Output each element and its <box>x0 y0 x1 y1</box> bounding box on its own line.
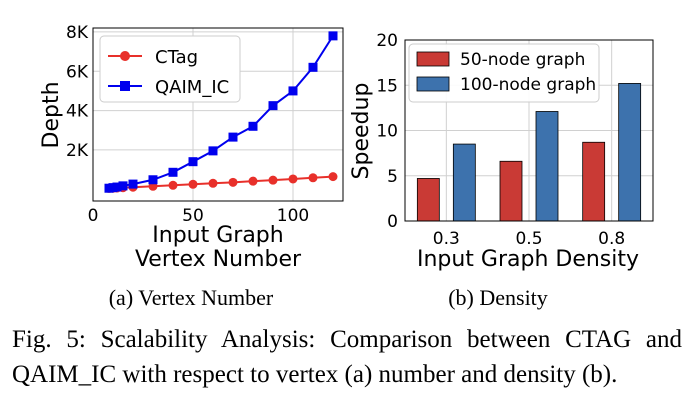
x-tick-label: 0.5 <box>515 229 542 249</box>
data-point-qaim-ic <box>268 101 278 111</box>
data-point-qaim-ic <box>188 157 198 167</box>
legend-marker-ctag <box>120 51 130 61</box>
data-point-ctag <box>248 176 258 186</box>
y-tick-label: 2K <box>66 141 89 161</box>
data-point-qaim-ic <box>288 86 298 96</box>
x-axis-label-line2: Vertex Number <box>135 247 302 272</box>
bar-50-node-graph <box>416 178 440 222</box>
bar-50-node-graph <box>582 141 606 222</box>
y-tick-label: 4K <box>66 102 89 122</box>
data-point-qaim-ic <box>308 62 318 72</box>
x-tick-label: 100 <box>277 206 309 226</box>
data-point-ctag <box>208 178 218 188</box>
y-tick-label: 8K <box>66 23 89 43</box>
y-tick-label: 10 <box>376 122 398 142</box>
data-point-ctag <box>268 175 278 185</box>
y-axis-label: Depth <box>39 81 64 148</box>
y-tick-label: 20 <box>376 31 398 51</box>
x-tick-label: 0.3 <box>433 229 460 249</box>
bar-100-node-graph <box>452 143 476 222</box>
legend-marker-qaim <box>120 81 130 91</box>
bar-100-node-graph <box>618 83 642 222</box>
y-tick-label: 5 <box>387 167 398 187</box>
x-tick-label: 50 <box>182 206 204 226</box>
data-point-ctag <box>308 173 318 183</box>
legend-label-100-node: 100-node graph <box>460 75 596 95</box>
data-point-qaim-ic <box>128 179 138 189</box>
axis-ticks: 0 50 100 2K 4K 6K 8K <box>66 23 309 226</box>
data-point-qaim-ic <box>328 31 338 41</box>
legend: 50-node graph 100-node graph <box>408 43 600 103</box>
axis-ticks: 0 5 10 15 20 0.3 0.5 0.8 <box>376 31 625 249</box>
x-tick-label: 0 <box>88 206 99 226</box>
density-chart: 0 5 10 15 20 0.3 0.5 0.8 50-node graph 100-node… <box>349 31 654 310</box>
legend-swatch-50-node <box>416 51 450 67</box>
subcaption-a: (a) Vertex Number <box>109 285 274 310</box>
data-point-ctag <box>228 177 238 187</box>
y-tick-label: 0 <box>387 212 398 232</box>
x-tick-label: 0.8 <box>598 229 625 249</box>
data-point-ctag <box>328 172 338 182</box>
y-tick-label: 15 <box>376 76 398 96</box>
data-point-ctag <box>168 180 178 190</box>
legend-swatch-100-node <box>416 76 450 92</box>
bar-50-node-graph <box>499 160 523 222</box>
data-series <box>104 31 338 193</box>
x-axis-label-line1: Input Graph <box>152 223 283 248</box>
data-point-qaim-ic <box>248 121 258 131</box>
plot-frame <box>404 39 654 222</box>
data-point-ctag <box>288 174 298 184</box>
legend: CTag QAIM_IC <box>99 35 241 103</box>
legend-label-ctag: CTag <box>155 47 198 68</box>
data-point-qaim-ic <box>148 175 158 185</box>
bars <box>416 83 642 222</box>
series-qaim-ic <box>104 31 338 193</box>
subcaption-b: (b) Density <box>448 285 548 310</box>
y-axis-label: Speedup <box>349 83 374 180</box>
data-point-qaim-ic <box>228 132 238 142</box>
legend-label-qaim: QAIM_IC <box>155 77 229 98</box>
data-point-qaim-ic <box>112 182 122 192</box>
data-point-qaim-ic <box>118 181 128 191</box>
vertex-number-chart: 0 50 100 2K 4K 6K 8K CTag QAIM_IC Depth Input … <box>39 23 344 310</box>
x-axis-label: Input Graph Density <box>417 247 639 272</box>
data-point-qaim-ic <box>208 146 218 156</box>
y-tick-label: 6K <box>66 62 89 82</box>
data-point-ctag <box>188 179 198 189</box>
bar-100-node-graph <box>535 111 559 222</box>
data-point-qaim-ic <box>168 167 178 177</box>
plot-frame <box>92 27 344 202</box>
figure-caption: Fig. 5: Scalability Analysis: Comparison… <box>12 326 682 388</box>
legend-label-50-node: 50-node graph <box>460 50 585 70</box>
